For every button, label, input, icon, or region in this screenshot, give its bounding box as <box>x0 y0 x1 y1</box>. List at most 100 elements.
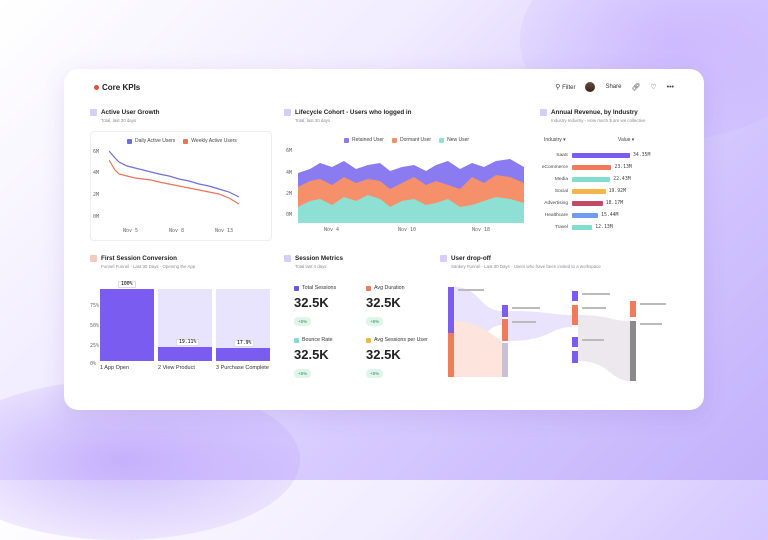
chart-icon <box>90 109 97 116</box>
y-tick: 0M <box>286 212 293 218</box>
metric-delta-badge: +5% <box>294 369 312 378</box>
industry-label: Travel <box>554 224 568 230</box>
metric-label: Avg Duration <box>374 285 405 291</box>
industry-label: Healthcare <box>544 212 568 218</box>
legend-item[interactable]: Weekly Active Users <box>183 138 237 144</box>
more-icon[interactable]: ••• <box>666 83 674 91</box>
x-tick: Nov 18 <box>472 227 491 233</box>
panel-subtitle: Total, last 30 days <box>295 118 331 123</box>
legend-item[interactable]: Dormant User <box>391 137 431 143</box>
sankey-node-label <box>582 307 606 309</box>
sankey-node <box>572 337 578 347</box>
sankey-node <box>502 305 508 317</box>
revenue-row[interactable]: Social 19.92M <box>540 185 684 197</box>
sankey-node-label <box>582 339 604 341</box>
panel-title: Lifecycle Cohort - Users who logged in <box>295 109 412 116</box>
sankey-flow <box>454 321 502 377</box>
revenue-row[interactable]: Advertising 18.17M <box>540 197 684 209</box>
sankey-flow <box>578 315 630 381</box>
industry-label: Social <box>554 188 568 194</box>
panel-title: User drop-off <box>451 255 491 262</box>
funnel-step-bar[interactable] <box>158 347 212 361</box>
funnel-chart: 100% 1 App Open 19.11% 2 View Product 17.9% 3… <box>100 281 272 375</box>
column-header-industry[interactable]: Industry ▾ <box>544 137 566 143</box>
metrics-icon <box>284 255 291 262</box>
revenue-row[interactable]: SaaS 34.35M <box>540 149 684 161</box>
panel-title: Annual Revenue, by Industry <box>551 109 638 116</box>
sankey-node <box>448 333 454 377</box>
panel-title: Session Metrics <box>295 255 343 262</box>
revenue-bar <box>572 176 611 182</box>
metric-value: 32.5K <box>294 347 329 362</box>
metric-card[interactable]: Avg Duration 32.5K +6% <box>366 285 436 328</box>
revenue-value: 18.17M <box>605 200 624 206</box>
metric-swatch <box>366 337 371 343</box>
heart-icon[interactable]: ♡ <box>650 84 657 91</box>
metric-value: 32.5K <box>366 347 401 362</box>
new-user-area <box>298 195 524 223</box>
y-tick: 50% <box>90 323 100 329</box>
x-tick: Nov 13 <box>215 228 234 234</box>
app-logo-icon <box>94 85 99 91</box>
revenue-row[interactable]: Travel 12.13M <box>540 221 684 233</box>
funnel-step-bar[interactable] <box>216 348 270 361</box>
panel-subtitle: Industry Industry - How much $ are we co… <box>551 118 646 123</box>
funnel-step-bar[interactable] <box>100 289 154 361</box>
revenue-bar <box>572 224 593 230</box>
revenue-value: 34.35M <box>633 152 651 158</box>
sankey-node-label <box>640 323 662 325</box>
sankey-chart <box>448 287 666 381</box>
industry-label: SaaS <box>556 152 568 158</box>
metric-card[interactable]: Total Sessions 32.5K +5% <box>294 285 364 328</box>
share-button[interactable]: Share <box>605 84 622 90</box>
funnel-step-percent: 19.11% <box>176 339 200 347</box>
filter-button[interactable]: ⚲ Filter <box>555 84 576 91</box>
revenue-bar <box>572 188 606 194</box>
panel-subtitle: Total last 4 days <box>295 264 327 269</box>
weekly-active-users-line <box>109 159 240 205</box>
revenue-value: 12.13M <box>595 224 613 230</box>
y-tick: 4M <box>93 170 100 176</box>
lifecycle-panel: Lifecycle Cohort - Users who logged in T… <box>284 109 534 244</box>
revenue-row[interactable]: eCommerce 23.13M <box>540 161 684 173</box>
y-tick: 0% <box>90 361 97 367</box>
link-icon[interactable]: 🔗︎ <box>631 84 641 91</box>
funnel-icon <box>90 255 97 262</box>
funnel-step-label: 2 View Product <box>158 365 195 371</box>
y-tick: 6M <box>286 148 293 154</box>
y-tick: 2M <box>286 191 293 197</box>
legend-item[interactable]: Daily Active Users <box>127 138 175 144</box>
legend-swatch <box>391 137 397 143</box>
y-tick: 25% <box>90 343 100 349</box>
revenue-panel: Annual Revenue, by Industry Industry Ind… <box>540 109 684 244</box>
first-session-panel: First Session Conversion Funnel Funnel -… <box>90 255 280 405</box>
sankey-node <box>572 351 578 363</box>
avatar[interactable] <box>585 82 596 92</box>
sankey-node-label <box>640 303 666 305</box>
industry-label: Media <box>554 176 568 182</box>
metric-swatch <box>294 337 299 343</box>
sankey-icon <box>440 255 447 262</box>
legend-item[interactable]: New User <box>439 137 469 143</box>
sankey-node <box>448 287 454 333</box>
metric-card[interactable]: Bounce Rate 32.5K +5% <box>294 337 364 380</box>
revenue-bar <box>572 200 603 206</box>
metric-value: 32.5K <box>366 295 401 310</box>
sankey-node <box>502 343 508 377</box>
revenue-row[interactable]: Media 22.43M <box>540 173 684 185</box>
revenue-bar <box>572 152 630 158</box>
sankey-flow <box>508 311 572 341</box>
sankey-node-label <box>458 289 484 291</box>
legend-item[interactable]: Retained User <box>344 137 384 143</box>
revenue-value: 19.92M <box>608 188 626 194</box>
sankey-node <box>630 321 636 381</box>
column-header-value[interactable]: Value ▾ <box>618 137 635 143</box>
metric-value: 32.5K <box>294 295 329 310</box>
metric-card[interactable]: Avg Sessions per User 32.5K +5% <box>366 337 436 380</box>
y-tick: 4M <box>286 170 293 176</box>
line-chart <box>109 150 240 205</box>
revenue-row[interactable]: Healthcare 15.44M <box>540 209 684 221</box>
revenue-bar-list: SaaS 34.35M eCommerce 23.13M Media 22.43M Soci… <box>540 149 684 233</box>
panel-subtitle: Sankey Funnel - Last 30 Days - Users who… <box>451 264 601 269</box>
legend-swatch <box>127 138 132 144</box>
